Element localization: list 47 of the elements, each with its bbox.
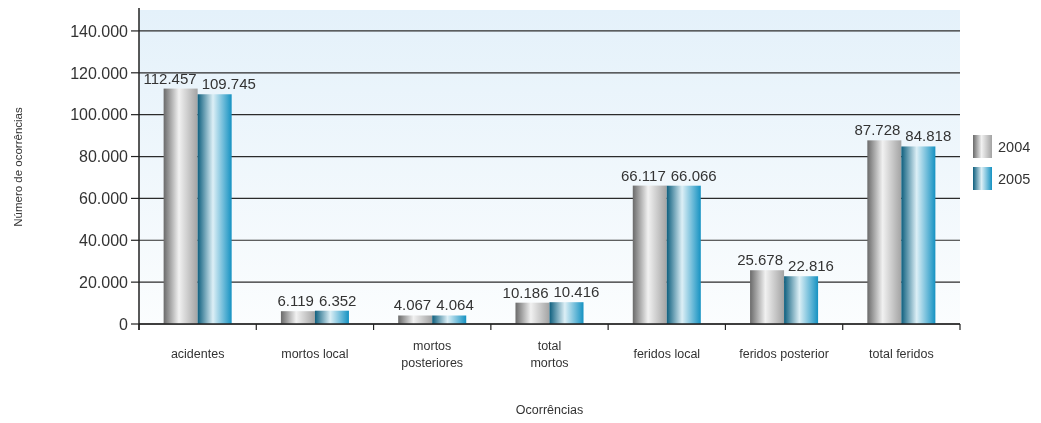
- data-label: 6.352: [318, 291, 357, 309]
- bar: [632, 185, 667, 324]
- data-label: 4.064: [436, 296, 474, 314]
- bar: [901, 146, 936, 324]
- bar: [432, 315, 467, 324]
- data-label: 10.186: [502, 283, 549, 301]
- bar: [280, 311, 315, 324]
- bar: [750, 270, 785, 324]
- data-label: 112.457: [143, 69, 197, 87]
- x-tick-label: mortos local: [281, 347, 349, 361]
- data-label: 87.728: [854, 121, 901, 139]
- data-label: 6.119: [277, 292, 314, 310]
- y-tick-label: 120.000: [70, 64, 129, 82]
- y-tick-label: 20.000: [79, 273, 129, 291]
- data-label: 22.816: [788, 257, 834, 275]
- bar: [666, 185, 701, 324]
- bar: [867, 140, 902, 324]
- bar: [197, 94, 232, 324]
- data-label: 25.678: [737, 251, 784, 269]
- bar: [314, 310, 349, 324]
- data-label: 109.745: [201, 75, 256, 93]
- y-tick-label: 140.000: [70, 22, 129, 40]
- x-tick-label: feridos local: [633, 347, 701, 361]
- data-label: 66.066: [670, 166, 717, 184]
- x-tick-label: feridos posterior: [739, 347, 829, 361]
- bar: [163, 88, 198, 324]
- x-axis-title: Ocorrências: [515, 403, 584, 417]
- y-tick-label: 0: [119, 315, 129, 333]
- data-label: 84.818: [905, 127, 952, 145]
- y-tick-label: 80.000: [79, 148, 129, 166]
- legend-label: 2005: [998, 171, 1031, 188]
- bar: [784, 276, 819, 324]
- y-tick-label: 60.000: [79, 190, 129, 208]
- y-axis-title: Número de ocorrências: [12, 106, 24, 227]
- y-tick-label: 40.000: [79, 232, 129, 250]
- data-label: 66.117: [621, 166, 666, 184]
- legend-label: 2004: [998, 139, 1031, 156]
- data-label: 10.416: [553, 283, 600, 301]
- x-tick-label: total mortos: [530, 338, 569, 370]
- data-label: 4.067: [393, 296, 432, 314]
- y-tick-label: 100.000: [70, 106, 129, 124]
- bar: [515, 302, 550, 324]
- x-tick-label: acidentes: [170, 347, 225, 361]
- x-tick-label: mortos posteriores: [401, 338, 464, 370]
- bar: [549, 302, 584, 324]
- bar: [398, 315, 433, 324]
- x-tick-label: total feridos: [869, 347, 934, 361]
